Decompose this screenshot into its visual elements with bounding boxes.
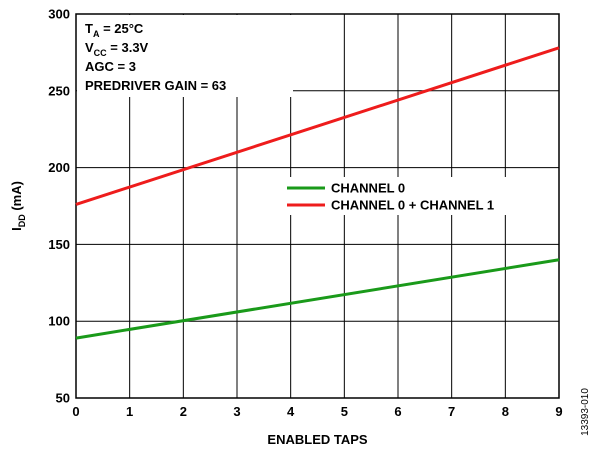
y-tick-label: 250 — [48, 83, 70, 98]
condition-line: AGC = 3 — [85, 59, 136, 74]
y-tick-label: 100 — [48, 314, 70, 329]
legend-label: CHANNEL 0 — [331, 181, 405, 196]
legend-label: CHANNEL 0 + CHANNEL 1 — [331, 198, 494, 213]
y-tick-label: 300 — [48, 7, 70, 22]
y-tick-label: 200 — [48, 160, 70, 175]
y-axis-label-main: I — [9, 227, 24, 231]
legend-box — [283, 177, 543, 215]
legend: CHANNEL 0 CHANNEL 0 + CHANNEL 1 — [287, 181, 494, 213]
x-tick-label: 6 — [394, 404, 401, 419]
series-lines — [75, 46, 560, 340]
condition-line: PREDRIVER GAIN = 63 — [85, 78, 226, 93]
figure-id: 13393-010 — [580, 388, 591, 436]
series-line — [75, 258, 560, 340]
y-axis-label-sub: DD — [17, 214, 27, 227]
tick-labels: 0 1 2 3 4 5 6 7 8 9 50 100 150 200 250 300 — [48, 7, 562, 420]
series-line — [75, 46, 560, 206]
y-axis-label-unit: (mA) — [9, 181, 24, 214]
x-tick-label: 7 — [448, 404, 455, 419]
condition-line: TA = 25°C — [85, 21, 144, 39]
condition-line: VCC = 3.3V — [85, 40, 149, 58]
x-tick-label: 0 — [72, 404, 79, 419]
conditions-box — [77, 15, 293, 97]
y-tick-label: 150 — [48, 237, 70, 252]
y-axis-label: IDD (mA) — [9, 181, 27, 231]
x-axis-label: ENABLED TAPS — [267, 432, 367, 447]
x-tick-label: 1 — [126, 404, 133, 419]
x-tick-label: 2 — [180, 404, 187, 419]
x-tick-label: 3 — [233, 404, 240, 419]
x-tick-label: 9 — [555, 404, 562, 419]
y-tick-label: 50 — [56, 391, 70, 406]
x-tick-label: 8 — [502, 404, 509, 419]
x-tick-label: 4 — [287, 404, 295, 419]
plot-frame — [75, 13, 560, 399]
x-tick-label: 5 — [341, 404, 348, 419]
